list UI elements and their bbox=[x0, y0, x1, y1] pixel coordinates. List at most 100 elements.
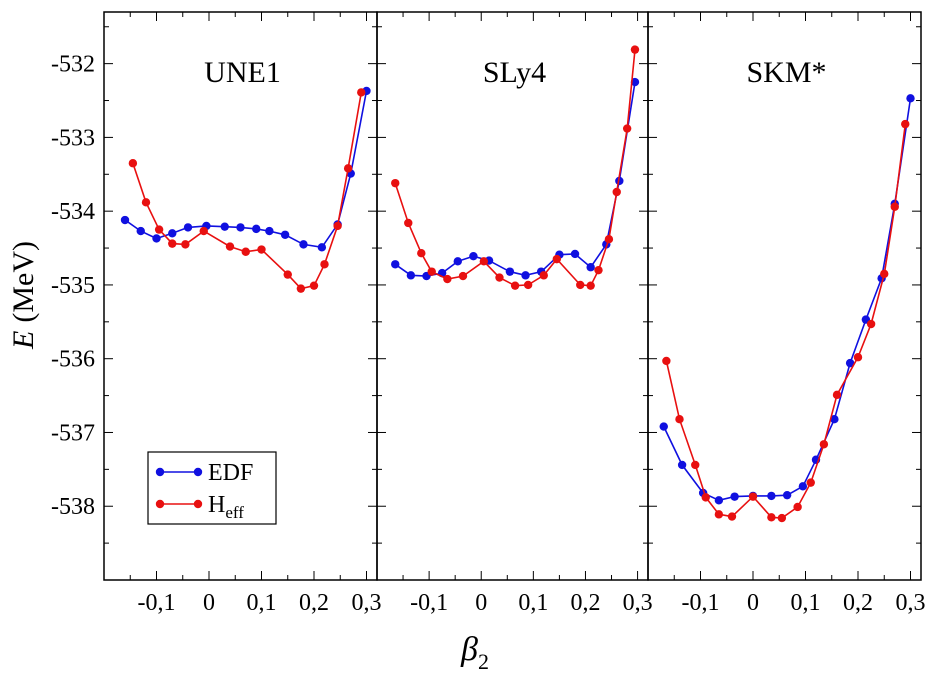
data-point bbox=[576, 280, 585, 290]
data-point bbox=[701, 493, 710, 502]
data-point bbox=[136, 226, 145, 236]
y-tick-label: -536 bbox=[51, 347, 95, 373]
legend-marker bbox=[155, 499, 165, 509]
data-point bbox=[714, 510, 724, 519]
x-tick-label: 0,3 bbox=[352, 590, 382, 616]
data-point bbox=[427, 267, 436, 276]
data-point bbox=[630, 45, 640, 54]
y-tick-label: -533 bbox=[51, 125, 95, 151]
series-heff bbox=[391, 45, 640, 290]
panel-frame bbox=[376, 11, 649, 581]
series-edf bbox=[659, 94, 915, 505]
series-line bbox=[665, 123, 907, 519]
legend-entry-heff: Heff bbox=[155, 492, 244, 522]
x-tick-label: 0 bbox=[747, 590, 759, 616]
series-heff bbox=[662, 119, 910, 523]
data-point bbox=[168, 239, 177, 248]
panel-title: SKM* bbox=[746, 56, 826, 89]
data-point bbox=[659, 422, 668, 431]
data-point bbox=[299, 240, 308, 249]
legend-marker bbox=[193, 467, 203, 477]
legend-marker bbox=[193, 499, 203, 509]
data-point bbox=[782, 490, 792, 500]
data-point bbox=[168, 229, 177, 238]
data-point bbox=[183, 223, 193, 232]
data-point bbox=[236, 223, 245, 232]
data-point bbox=[257, 245, 266, 254]
data-point bbox=[154, 225, 164, 234]
y-tick-label: -532 bbox=[51, 52, 95, 78]
data-point bbox=[128, 159, 138, 168]
panel-une1: -0,1 0 0,1 0,2 0,3 UNE1 bbox=[103, 11, 382, 616]
data-point bbox=[406, 271, 416, 280]
data-point bbox=[417, 249, 426, 258]
series-heff bbox=[128, 88, 366, 293]
data-point bbox=[320, 260, 329, 269]
data-point bbox=[714, 496, 724, 505]
x-tick-label: -0,1 bbox=[410, 590, 448, 616]
legend-label: EDF bbox=[208, 460, 253, 486]
x-tick-label: -0,1 bbox=[682, 590, 720, 616]
data-point bbox=[570, 249, 580, 259]
data-point bbox=[357, 88, 366, 97]
panel-title: UNE1 bbox=[204, 56, 281, 89]
data-point bbox=[586, 281, 595, 290]
x-tick-label: 0,2 bbox=[299, 590, 329, 616]
data-point bbox=[845, 358, 855, 368]
data-point bbox=[906, 94, 915, 103]
data-point bbox=[798, 482, 808, 491]
x-tick-label: -0,1 bbox=[138, 590, 176, 616]
data-point bbox=[280, 230, 290, 239]
data-point bbox=[283, 270, 292, 279]
data-point bbox=[443, 274, 452, 284]
data-point bbox=[333, 221, 342, 231]
data-point bbox=[523, 280, 533, 290]
data-point bbox=[586, 263, 595, 272]
series-edf bbox=[391, 77, 640, 281]
y-tick-label: -538 bbox=[51, 494, 95, 520]
data-point bbox=[622, 124, 632, 133]
x-tick-label: 0,1 bbox=[791, 590, 821, 616]
data-point bbox=[317, 243, 327, 252]
legend-marker bbox=[155, 467, 165, 477]
data-point bbox=[594, 265, 603, 275]
y-axis-label: E (MeV) bbox=[7, 241, 40, 350]
legend-entry-edf: EDF bbox=[155, 460, 253, 486]
x-tick-label: 0 bbox=[203, 590, 215, 616]
data-point bbox=[675, 414, 684, 424]
data-point bbox=[901, 119, 910, 129]
data-point bbox=[505, 267, 515, 276]
data-point bbox=[252, 224, 261, 234]
data-point bbox=[730, 492, 739, 501]
series-line bbox=[124, 90, 368, 249]
data-point bbox=[819, 440, 829, 449]
data-point bbox=[296, 284, 306, 293]
data-point bbox=[495, 273, 504, 282]
panel-title: SLy4 bbox=[483, 56, 546, 89]
x-tick-label: 0,2 bbox=[843, 590, 873, 616]
data-point bbox=[793, 502, 802, 512]
data-point bbox=[469, 251, 478, 261]
data-point bbox=[630, 77, 640, 87]
data-point bbox=[453, 257, 462, 266]
data-point bbox=[404, 218, 413, 228]
data-point bbox=[832, 390, 842, 400]
data-point bbox=[830, 414, 839, 424]
data-point bbox=[727, 512, 737, 521]
data-point bbox=[181, 240, 190, 249]
legend-label: Heff bbox=[208, 492, 244, 522]
panel-skm: -0,1 0 0,1 0,2 0,3 SKM* bbox=[647, 11, 926, 616]
y-axis-label-symbol: E bbox=[7, 331, 40, 350]
panel-frame bbox=[647, 11, 922, 581]
data-point bbox=[141, 198, 151, 207]
x-tick-label: 0,2 bbox=[570, 590, 600, 616]
y-axis-label-unit: (MeV) bbox=[7, 241, 40, 323]
data-point bbox=[677, 460, 687, 470]
x-axis-label-subscript: 2 bbox=[478, 649, 489, 674]
x-axis-label-symbol: β bbox=[460, 631, 478, 668]
panel-sly4: -0,1 0 0,1 0,2 0,3 SLy4 bbox=[376, 11, 653, 616]
y-tick-label: -537 bbox=[51, 420, 95, 446]
data-point bbox=[152, 234, 161, 243]
data-point bbox=[241, 247, 250, 256]
